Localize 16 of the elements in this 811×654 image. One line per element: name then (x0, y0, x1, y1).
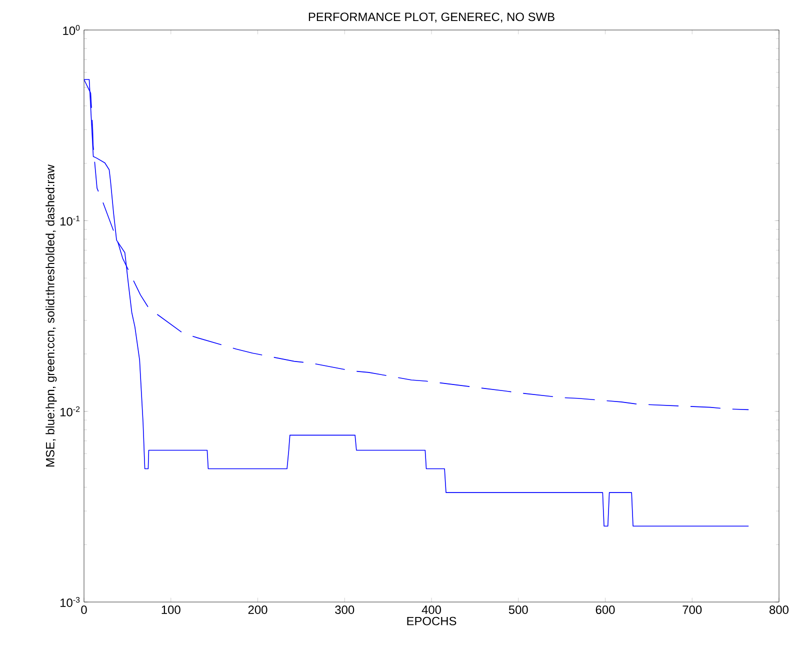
x-tick-label: 500 (508, 606, 528, 614)
x-axis-title: EPOCHS (407, 616, 456, 626)
x-tick-label: 300 (335, 606, 354, 614)
y-tick-label: 10$^{-3}$ (60, 597, 80, 608)
x-tick-label: 800 (770, 606, 789, 614)
x-tick-label: 0 (81, 606, 87, 614)
y-axis-title: MSE, blue:hpn, green:ccn, solid:thresholded, dashed:raw (46, 164, 57, 467)
x-tick-label: 700 (682, 606, 702, 614)
x-tick-label: 600 (596, 606, 615, 614)
x-tick-label: 200 (248, 606, 268, 614)
x-tick-label: 100 (162, 606, 180, 614)
y-tick-label: 10$^{-1}$ (60, 216, 80, 226)
y-tick-label: 10$^{0}$ (63, 24, 80, 36)
chart-title: PERFORMANCE PLOT, GENEREC, NO SWB (308, 12, 554, 23)
x-tick-label: 400 (422, 606, 442, 614)
y-tick-label: 10$^{-2}$ (60, 406, 80, 416)
